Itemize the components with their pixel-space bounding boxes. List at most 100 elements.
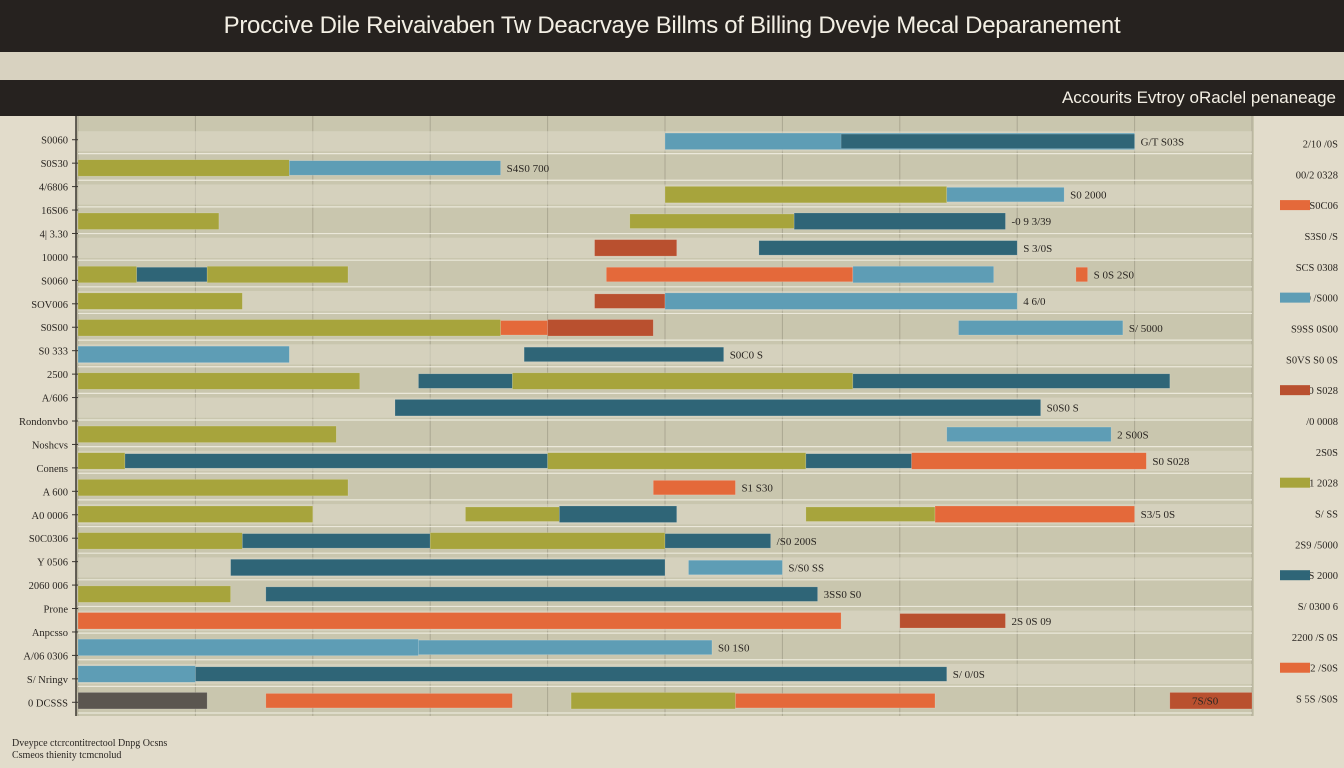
bar-segment [77, 479, 349, 497]
right-axis-ticks: 2/10 /0S 00/2 0328 S0C06 S3S0 /S SCS 0308 SS0… [1280, 139, 1338, 706]
y-tick-label: S0060 [41, 136, 68, 147]
bar-segment [688, 559, 783, 576]
bar-segment [946, 187, 1065, 203]
y-tick-label: Y 0506 [37, 558, 68, 569]
right-tick-label: 2200 /S 0S [1292, 633, 1338, 644]
right-tick-label: S/ 0300 6 [1298, 602, 1338, 613]
data-label: /S0 200S [777, 536, 817, 548]
data-label: 4 6/0 [1023, 296, 1046, 308]
bar-segment [652, 480, 736, 496]
subtitle-text: Accourits Evtroy oRaclel penaneage [1061, 88, 1336, 107]
right-swatch [1280, 200, 1310, 211]
bar-segment [664, 186, 948, 204]
data-label: G/T S03S [1141, 136, 1185, 148]
bar-segment [465, 506, 560, 522]
y-tick-label: S0S00 [41, 323, 68, 334]
bar-segment [77, 425, 337, 443]
bar-segment [958, 320, 1124, 336]
bar-segment [840, 133, 1135, 149]
right-tick-label: S0VS S0 0S [1286, 355, 1338, 366]
bar-segment [852, 373, 1171, 389]
right-tick-label: 1 2028 [1309, 479, 1338, 490]
bar-segment [664, 292, 1018, 310]
y-tick-label: A 600 [43, 487, 68, 498]
bar-segment [547, 452, 807, 470]
bar-segment [1169, 692, 1253, 710]
data-label: 2S 0S 09 [1011, 616, 1051, 628]
bar-segment [664, 533, 771, 549]
y-tick-label: A/06 0306 [23, 651, 68, 662]
y-tick-label: 2060 006 [29, 581, 68, 592]
y-tick-label: Rondonvbo [19, 417, 68, 428]
bar-segment [852, 265, 995, 284]
right-tick-label: S0 S028 [1303, 386, 1338, 397]
bar-segment [77, 452, 126, 470]
bar-segment [899, 613, 1006, 629]
y-axis-ticks: S0060 S0S30 4/6806 16S06 4| 3.30 10000 S0060 SO… [19, 136, 78, 709]
bar-segment [805, 453, 912, 469]
bar-segment [265, 693, 513, 709]
right-swatch [1280, 292, 1310, 303]
bar-segment [934, 505, 1135, 523]
bar-segment [195, 666, 948, 682]
bar-segment [265, 586, 818, 602]
footnote-line-1: Dveypce ctcrcontitrectool Dnpg Ocsns [12, 738, 168, 749]
right-tick-label: 2S9 /5000 [1295, 540, 1338, 551]
divider-strip [0, 52, 1344, 80]
y-tick-label: SOV006 [31, 300, 68, 311]
y-tick-label: S0S30 [41, 159, 68, 170]
bar-segments [77, 132, 1253, 710]
y-tick-label: Anpcsso [32, 628, 68, 639]
right-tick-label: 00/2 0328 [1296, 170, 1338, 181]
bar-segment [512, 372, 854, 390]
y-tick-label: A/606 [42, 394, 68, 405]
right-swatch [1280, 477, 1310, 488]
data-label: 2 S00S [1117, 429, 1149, 441]
bar-segment [136, 266, 208, 283]
bar-segment [418, 373, 513, 389]
right-tick-label: S3S0 /S [1304, 232, 1338, 243]
bar-segment [805, 506, 936, 522]
bar-segment [559, 505, 678, 523]
data-label: S1 S30 [741, 483, 773, 495]
right-swatch [1280, 385, 1310, 396]
right-tick-label: 6/2 /S0S [1302, 664, 1338, 675]
y-tick-label: 16S06 [41, 206, 68, 217]
y-tick-label: Prone [44, 605, 69, 616]
bar-segment [547, 319, 654, 337]
right-tick-label: S9SS 0S00 [1291, 324, 1338, 335]
y-tick-label: 10000 [42, 253, 68, 264]
bar-segment [77, 372, 361, 390]
data-label: S0S0 S [1047, 403, 1079, 415]
data-label: S0 S028 [1152, 456, 1189, 468]
bar-segment [418, 639, 713, 655]
data-label: -0 9 3/39 [1011, 216, 1051, 228]
y-tick-label: 4/6806 [39, 183, 68, 194]
bar-segment [77, 212, 220, 230]
data-label: S0C0 S [730, 349, 763, 361]
right-axis-panel [1254, 116, 1344, 734]
y-tick-label: 4| 3.30 [40, 229, 68, 240]
bar-segment [77, 638, 419, 656]
right-swatch [1280, 662, 1310, 673]
right-tick-label: /0 0008 [1306, 417, 1338, 428]
right-tick-label: 2S0S [1316, 448, 1338, 459]
bar-segment [793, 212, 1006, 230]
bar-segment [230, 558, 666, 577]
right-tick-label: SCS 0308 [1296, 263, 1338, 274]
data-label: 3SS0 S0 [824, 589, 862, 601]
bar-segment [77, 345, 290, 363]
right-tick-label: SS 0S 2000 [1289, 571, 1338, 582]
data-label: S 0S 2S0 [1094, 270, 1135, 282]
y-tick-label: S/ Nringv [27, 675, 69, 686]
chart-subtitle: Accourits Evtroy oRaclel penaneage [0, 80, 1344, 116]
bar-segment [206, 265, 349, 284]
right-tick-label: S0C06 [1309, 201, 1338, 212]
stacked-bar-chart: G/T S03S S4S0 700 S0 2000 -0 9 3/39 S 3/0S S … [0, 116, 1344, 734]
bar-segment [289, 160, 501, 176]
bar-segment [429, 532, 666, 550]
y-tick-label: 2500 [47, 370, 68, 381]
bar-segment [500, 320, 548, 336]
footnote-line-2: Csmeos thienity tcmcnolud [12, 750, 122, 761]
bar-segment [911, 452, 1147, 470]
